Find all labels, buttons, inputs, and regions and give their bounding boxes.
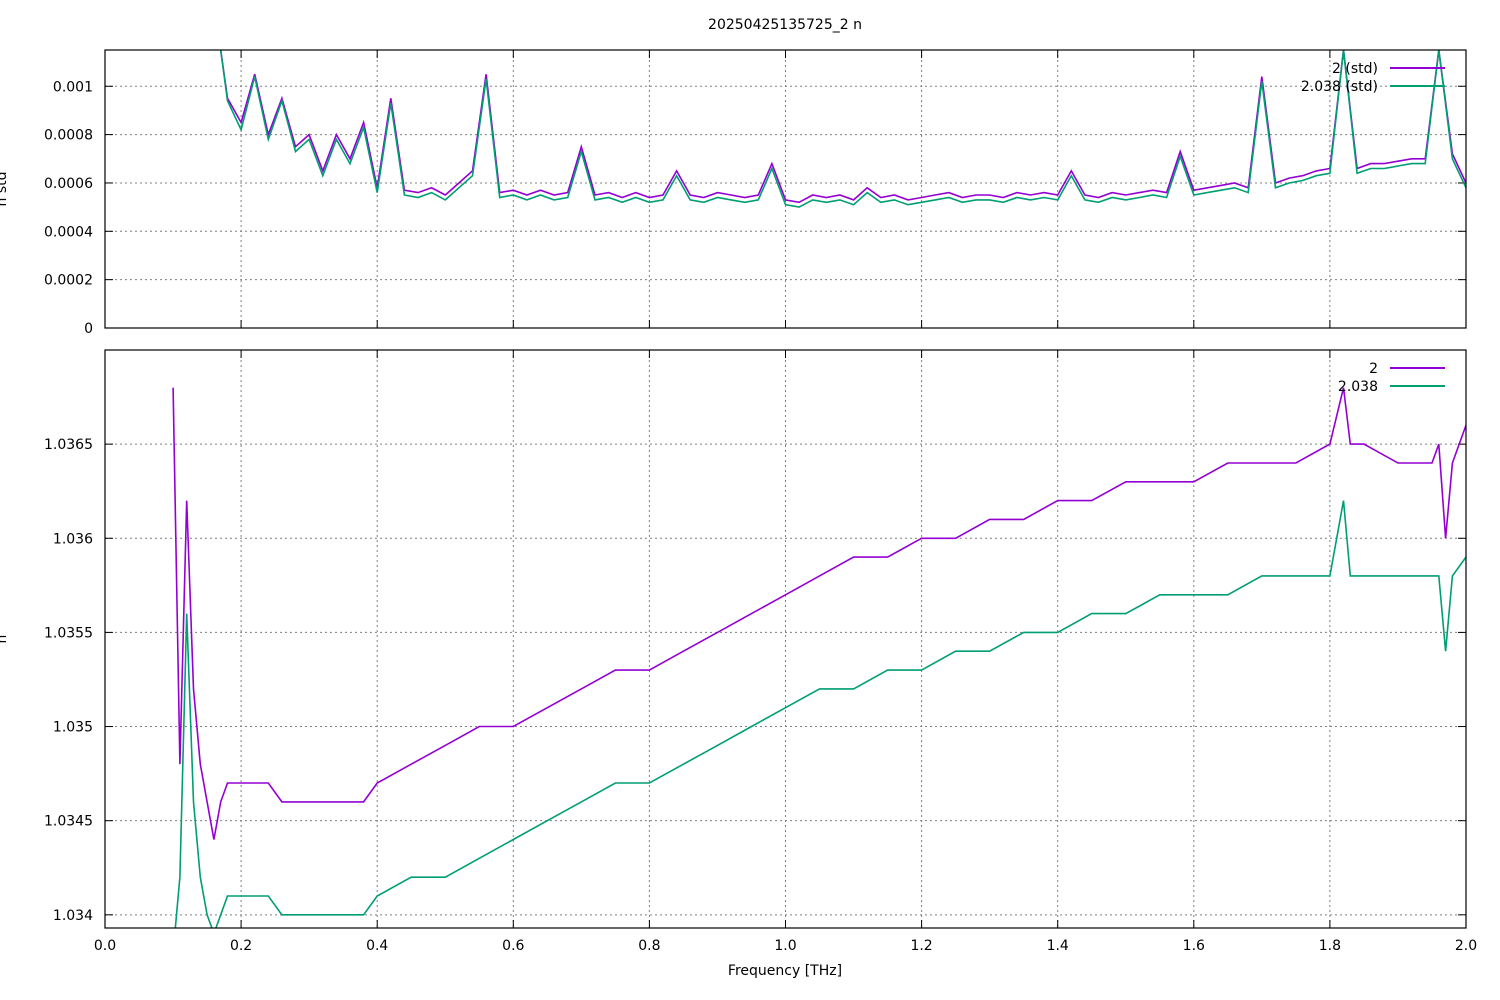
series-line-n-0 <box>172 387 1466 840</box>
y-tick-label: 1.035 <box>53 720 93 736</box>
y-tick-label: 1.034 <box>53 908 93 924</box>
y-tick-label: 1.0355 <box>44 625 93 641</box>
y-tick-label: 0.0002 <box>44 273 93 289</box>
legend-label: 2 <box>1369 361 1378 377</box>
plot-frame <box>104 49 1467 329</box>
x-tick-label: 0.0 <box>94 938 116 954</box>
series-line-std-0 <box>219 50 1466 204</box>
y-tick-label: 0.001 <box>53 79 93 95</box>
y-tick-label: 0.0004 <box>44 224 93 240</box>
legend-label: 2 (std) <box>1332 61 1378 77</box>
x-tick-label: 0.4 <box>366 938 388 954</box>
y-axis-label: n std <box>0 172 10 207</box>
series-line-std-1 <box>219 50 1466 208</box>
y-tick-label: 0.0008 <box>44 128 93 144</box>
x-tick-label: 1.6 <box>1183 938 1205 954</box>
y-tick-label: 1.0345 <box>44 814 93 830</box>
y-tick-label: 0.0006 <box>44 176 93 192</box>
y-tick-label: 1.036 <box>53 531 93 547</box>
x-tick-label: 2.0 <box>1455 938 1477 954</box>
x-tick-label: 1.2 <box>910 938 932 954</box>
series-line-n-1 <box>174 500 1466 928</box>
y-tick-label: 0 <box>84 321 93 337</box>
legend-label: 2.038 (std) <box>1301 79 1378 95</box>
x-tick-label: 0.8 <box>638 938 660 954</box>
x-axis-label: Frequency [THz] <box>728 963 842 979</box>
n-panel: 0.0 0.2 0.4 0.6 0.8 1.0 1.2 1.4 1.6 1.8 2.0 1.034 1.… <box>0 349 1477 954</box>
x-tick-label: 1.8 <box>1319 938 1341 954</box>
chart-title: 20250425135725_2 n <box>708 17 862 33</box>
legend-label: 2.038 <box>1338 379 1378 395</box>
plot-frame <box>104 349 1467 929</box>
x-tick-label: 0.2 <box>230 938 252 954</box>
x-tick-label: 0.6 <box>502 938 524 954</box>
std-panel: 0 0.0002 0.0004 0.0006 0.0008 0.001 n std 2 (st… <box>0 49 1467 337</box>
x-tick-label: 1.0 <box>774 938 796 954</box>
y-axis-label: n <box>0 635 10 644</box>
y-tick-label: 1.0365 <box>44 437 93 453</box>
x-tick-label: 1.4 <box>1047 938 1069 954</box>
